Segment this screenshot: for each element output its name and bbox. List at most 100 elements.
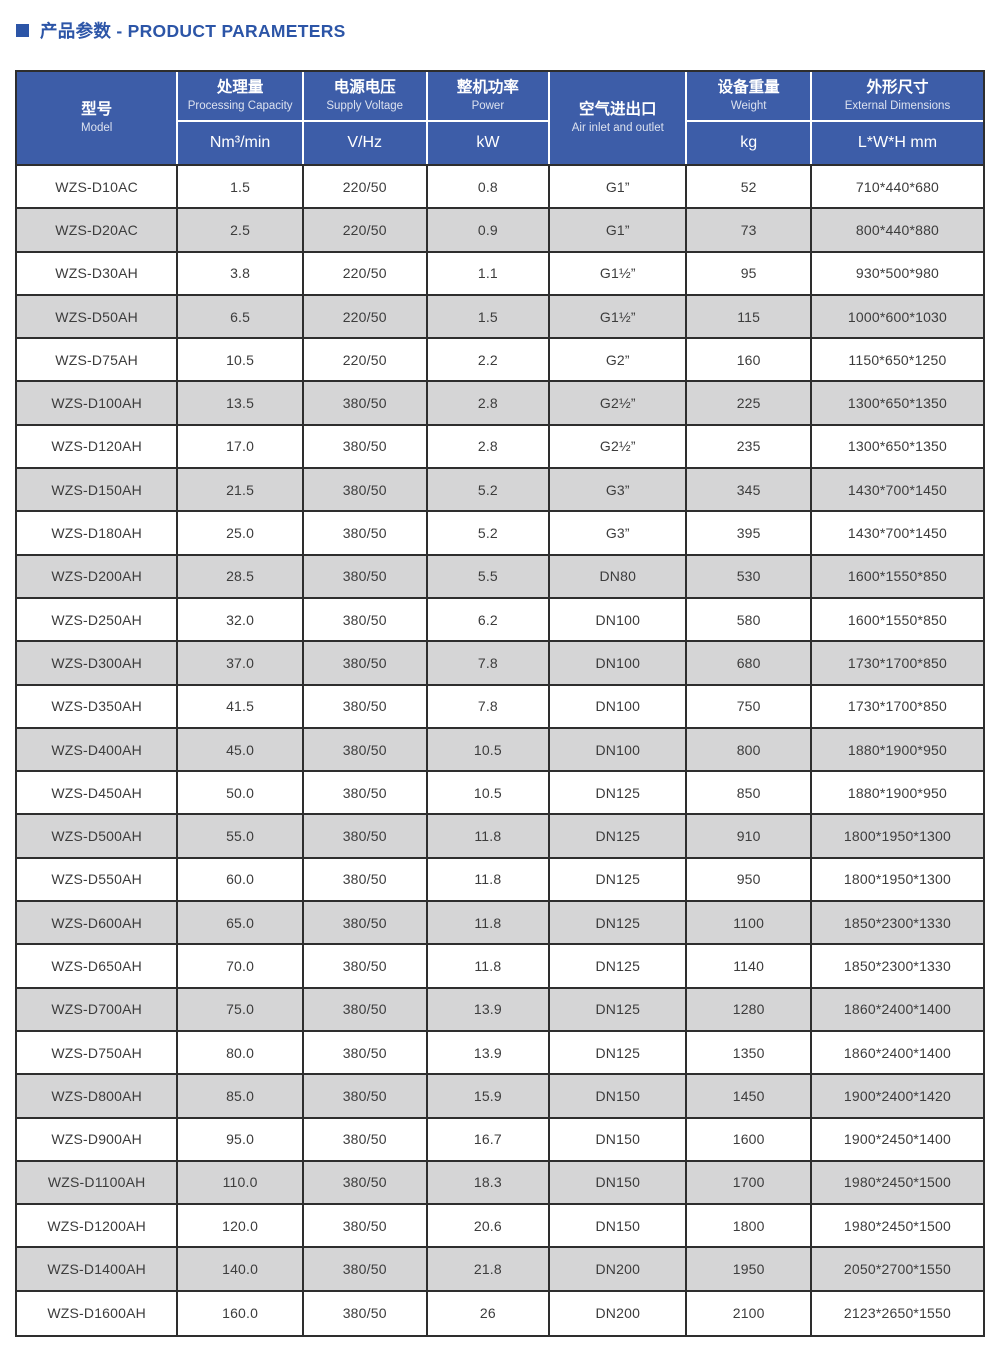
cell-weight: 345: [687, 469, 812, 511]
header-label-capacity: 处理量 Processing Capacity: [178, 72, 302, 122]
cell-weight: 1350: [687, 1031, 812, 1074]
cell-power: 16.7: [428, 1118, 551, 1160]
cell-model: WZS-D180AH: [17, 512, 179, 554]
table-row: WZS-D350AH 41.5 380/50 7.8 DN100 750 1730*1700…: [17, 685, 983, 729]
cell-voltage: 220/50: [304, 252, 428, 294]
cell-power: 20.6: [428, 1205, 551, 1247]
cell-air-inlet: DN150: [550, 1205, 688, 1247]
cell-power: 7.8: [428, 642, 551, 684]
cell-capacity: 95.0: [178, 1118, 304, 1160]
cell-power: 21.8: [428, 1248, 551, 1290]
cell-air-inlet: G2½”: [550, 382, 688, 424]
cell-voltage: 380/50: [304, 1118, 428, 1160]
cell-dimensions: 1860*2400*1400: [843, 1044, 952, 1061]
header-en-air-inlet: Air inlet and outlet: [571, 121, 664, 134]
cell-weight: 680: [687, 642, 812, 684]
cell-power: 2.2: [428, 339, 551, 381]
square-bullet-icon: [16, 24, 29, 37]
cell-dimensions: 1900*2450*1400: [843, 1131, 952, 1148]
cell-weight: 1100: [687, 902, 812, 944]
cell-air-inlet: G1”: [550, 209, 688, 251]
cell-dimensions: 1430*700*1450: [847, 481, 948, 498]
cell-dimensions: 710*440*680: [855, 178, 940, 195]
cell-capacity: 1.5: [178, 166, 304, 208]
cell-weight: 580: [687, 598, 812, 641]
cell-model: WZS-D750AH: [17, 1031, 179, 1074]
cell-dimensions: 930*500*980: [855, 265, 940, 282]
cell-model: WZS-D100AH: [17, 382, 179, 424]
cell-air-inlet: DN125: [550, 1031, 688, 1074]
cell-capacity: 37.0: [178, 642, 304, 684]
cell-air-inlet: DN100: [550, 598, 688, 641]
cell-power: 18.3: [428, 1161, 551, 1204]
cell-model: WZS-D1600AH: [17, 1291, 179, 1336]
header-zh-capacity: 处理量: [216, 79, 264, 97]
cell-capacity: 80.0: [178, 1031, 304, 1074]
section-title: 产品参数 - PRODUCT PARAMETERS: [16, 18, 346, 43]
cell-air-inlet: G1”: [550, 166, 688, 208]
cell-voltage: 380/50: [304, 815, 428, 857]
cell-capacity: 120.0: [178, 1205, 304, 1247]
cell-air-inlet: DN125: [550, 815, 688, 857]
cell-capacity: 140.0: [178, 1248, 304, 1290]
header-en-power: Power: [471, 99, 505, 112]
cell-model: WZS-D150AH: [17, 469, 179, 511]
cell-power: 11.8: [428, 815, 551, 857]
header-zh-power: 整机功率: [456, 79, 519, 97]
cell-voltage: 220/50: [304, 295, 428, 338]
cell-capacity: 2.5: [178, 209, 304, 251]
cell-power: 26: [428, 1291, 551, 1336]
cell-dimensions: 1860*2400*1400: [843, 1001, 952, 1018]
cell-weight: 950: [687, 858, 812, 901]
table-row: WZS-D750AH 80.0 380/50 13.9 DN125 1350 1860*24…: [17, 1031, 983, 1076]
header-col-capacity: 处理量 Processing Capacity Nm³/min: [178, 72, 304, 164]
cell-capacity: 110.0: [178, 1161, 304, 1204]
cell-dimensions: 1850*2300*1330: [843, 957, 952, 974]
cell-dimensions: 1850*2300*1330: [843, 914, 952, 931]
table-row: WZS-D800AH 85.0 380/50 15.9 DN150 1450 1900*24…: [17, 1075, 983, 1119]
header-zh-air-inlet: 空气进出口: [579, 101, 657, 119]
table-row: WZS-D50AH 6.5 220/50 1.5 G1½” 115 1000*600*103…: [17, 295, 983, 340]
cell-power: 13.9: [428, 1031, 551, 1074]
cell-capacity: 25.0: [178, 512, 304, 554]
cell-voltage: 220/50: [304, 339, 428, 381]
cell-voltage: 380/50: [304, 642, 428, 684]
cell-weight: 95: [687, 252, 812, 294]
cell-model: WZS-D900AH: [17, 1118, 179, 1160]
cell-power: 10.5: [428, 772, 551, 814]
header-zh-dimensions: 外形尺寸: [866, 79, 929, 97]
cell-model: WZS-D450AH: [17, 772, 179, 814]
table-row: WZS-D500AH 55.0 380/50 11.8 DN125 910 1800*195…: [17, 815, 983, 859]
cell-power: 0.9: [428, 209, 551, 251]
cell-dimensions: 1000*600*1030: [847, 308, 948, 325]
cell-power: 7.8: [428, 685, 551, 727]
table-row: WZS-D150AH 21.5 380/50 5.2 G3” 345 1430*700*14…: [17, 469, 983, 513]
cell-model: WZS-D1200AH: [17, 1205, 179, 1247]
table-row: WZS-D30AH 3.8 220/50 1.1 G1½” 95 930*500*980: [17, 252, 983, 296]
header-col-air-inlet: 空气进出口 Air inlet and outlet: [550, 72, 688, 164]
cell-power: 2.8: [428, 425, 551, 468]
cell-weight: 750: [687, 685, 812, 727]
cell-weight: 73: [687, 209, 812, 251]
cell-power: 5.5: [428, 555, 551, 597]
header-en-model: Model: [80, 121, 113, 134]
cell-capacity: 60.0: [178, 858, 304, 901]
cell-weight: 800: [687, 728, 812, 771]
cell-power: 11.8: [428, 858, 551, 901]
cell-model: WZS-D1100AH: [17, 1161, 179, 1204]
header-unit-capacity: Nm³/min: [209, 134, 271, 151]
cell-voltage: 220/50: [304, 209, 428, 251]
cell-air-inlet: DN150: [550, 1118, 688, 1160]
cell-air-inlet: G1½”: [550, 252, 688, 294]
table-row: WZS-D1200AH 120.0 380/50 20.6 DN150 1800 1980*…: [17, 1205, 983, 1249]
cell-model: WZS-D30AH: [17, 252, 179, 294]
cell-voltage: 380/50: [304, 988, 428, 1030]
table-row: WZS-D650AH 70.0 380/50 11.8 DN125 1140 1850*23…: [17, 945, 983, 989]
header-en-dimensions: External Dimensions: [844, 99, 951, 112]
table-row: WZS-D1600AH 160.0 380/50 26 DN200 2100 2123*26…: [17, 1291, 983, 1336]
cell-dimensions: 1900*2400*1420: [843, 1087, 952, 1104]
header-label-dimensions: 外形尺寸 External Dimensions: [811, 72, 983, 122]
cell-voltage: 380/50: [304, 1248, 428, 1290]
table-row: WZS-D180AH 25.0 380/50 5.2 G3” 395 1430*700*14…: [17, 512, 983, 556]
